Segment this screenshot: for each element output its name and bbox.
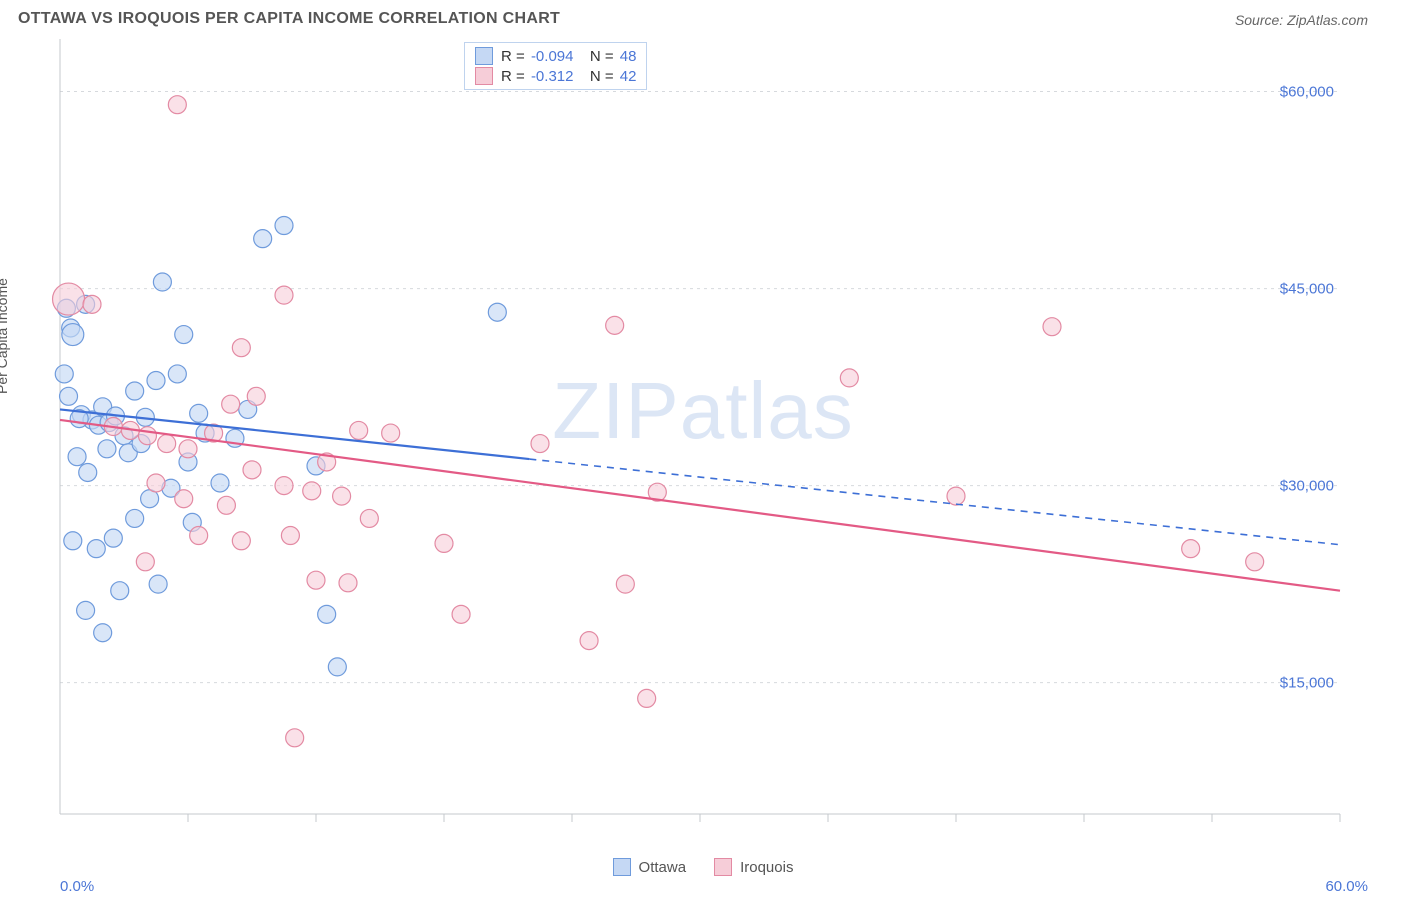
correlation-chart: OTTAWA VS IROQUOIS PER CAPITA INCOME COR… — [10, 10, 1396, 895]
svg-text:$60,000: $60,000 — [1280, 84, 1334, 101]
y-axis-label: Per Capita Income — [0, 278, 10, 394]
legend-stat-row: R = -0.312 N = 42 — [475, 67, 636, 85]
chart-title: OTTAWA VS IROQUOIS PER CAPITA INCOME COR… — [18, 10, 560, 28]
plot-area: Per Capita Income ZIPatlas $15,000$30,00… — [10, 34, 1396, 854]
svg-text:$30,000: $30,000 — [1280, 478, 1334, 495]
scatter-svg: $15,000 $30,000 $45,000 $60,000 — [10, 34, 1396, 834]
svg-text:$45,000: $45,000 — [1280, 281, 1334, 298]
legend-stat-row: R = -0.094 N = 48 — [475, 47, 636, 65]
legend-series-item: Iroquois — [714, 858, 793, 876]
svg-text:$15,000: $15,000 — [1280, 675, 1334, 692]
legend-series-item: Ottawa — [613, 858, 687, 876]
chart-source: Source: ZipAtlas.com — [1235, 12, 1368, 28]
legend-stats: R = -0.094 N = 48 R = -0.312 N = 42 — [464, 42, 647, 90]
x-max-label: 60.0% — [1325, 878, 1368, 895]
x-min-label: 0.0% — [60, 878, 94, 895]
legend-series: Ottawa Iroquois — [10, 858, 1396, 876]
x-axis-range: 0.0% 60.0% — [10, 878, 1396, 895]
